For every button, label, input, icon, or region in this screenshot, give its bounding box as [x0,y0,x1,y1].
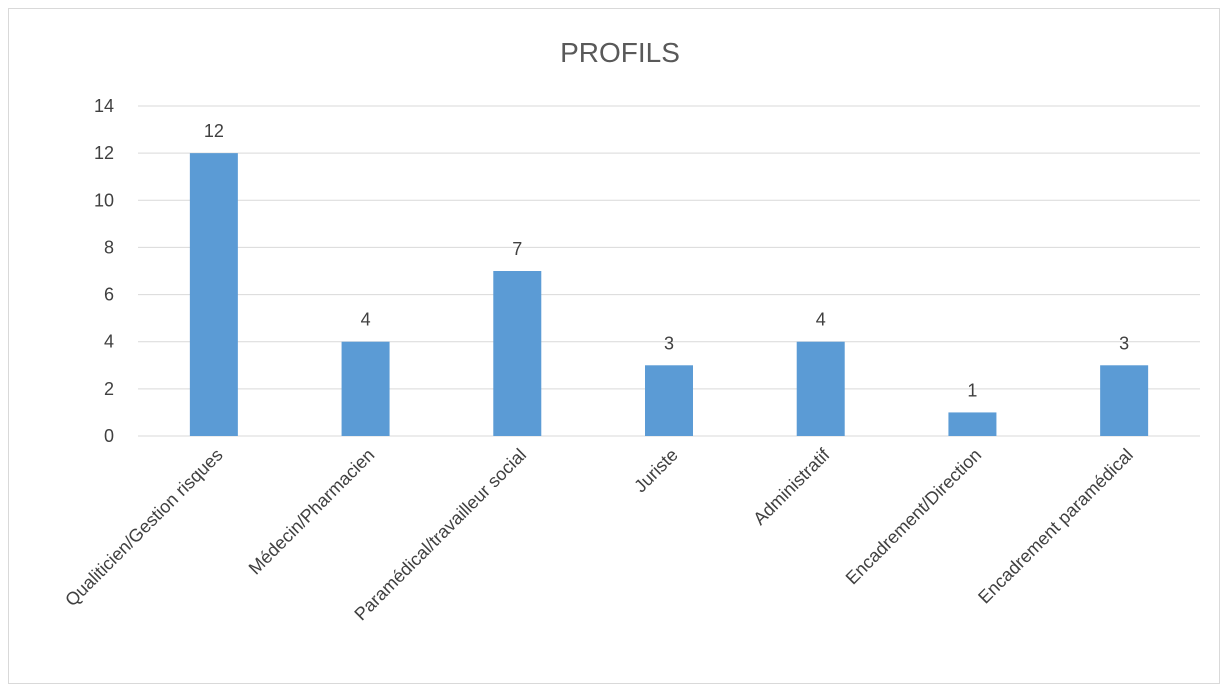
y-tick-label: 2 [104,379,114,399]
chart-title: PROFILS [560,37,680,68]
y-tick-label: 14 [94,96,114,116]
y-tick-label: 0 [104,426,114,446]
y-axis-ticks: 0 2 4 6 8 10 12 14 [94,96,114,446]
data-label: 3 [664,333,674,353]
bar [796,341,845,436]
bar [1100,365,1149,436]
bar [341,341,390,436]
x-category-label: Médecin/Pharmacien [245,445,379,579]
data-label: 7 [512,239,522,259]
bar [189,153,238,436]
y-tick-label: 10 [94,190,114,210]
x-category-label: Encadrement/Direction [842,445,986,589]
bars [189,153,1149,436]
y-tick-label: 8 [104,237,114,257]
data-labels: 12 4 7 3 4 1 3 [204,121,1129,400]
x-category-label: Juriste [630,445,682,497]
x-axis-categories: Qualiticien/Gestion risques Médecin/Pharm… [61,444,1137,624]
data-label: 4 [816,310,826,330]
data-label: 1 [967,380,977,400]
x-category-label: Paramédical/travailleur social [350,445,530,625]
x-category-label: Encadrement paramédical [974,445,1137,608]
bar [645,365,693,436]
bar [493,271,542,436]
data-label: 4 [361,310,371,330]
x-category-label: Qualiticien/Gestion risques [61,445,227,611]
data-label: 3 [1119,333,1129,353]
y-tick-label: 4 [104,332,114,352]
gridlines [138,105,1200,437]
x-category-label: Administratif [749,444,834,529]
y-tick-label: 6 [104,285,114,305]
bar [948,412,997,436]
data-label: 12 [204,121,224,141]
y-tick-label: 12 [94,143,114,163]
